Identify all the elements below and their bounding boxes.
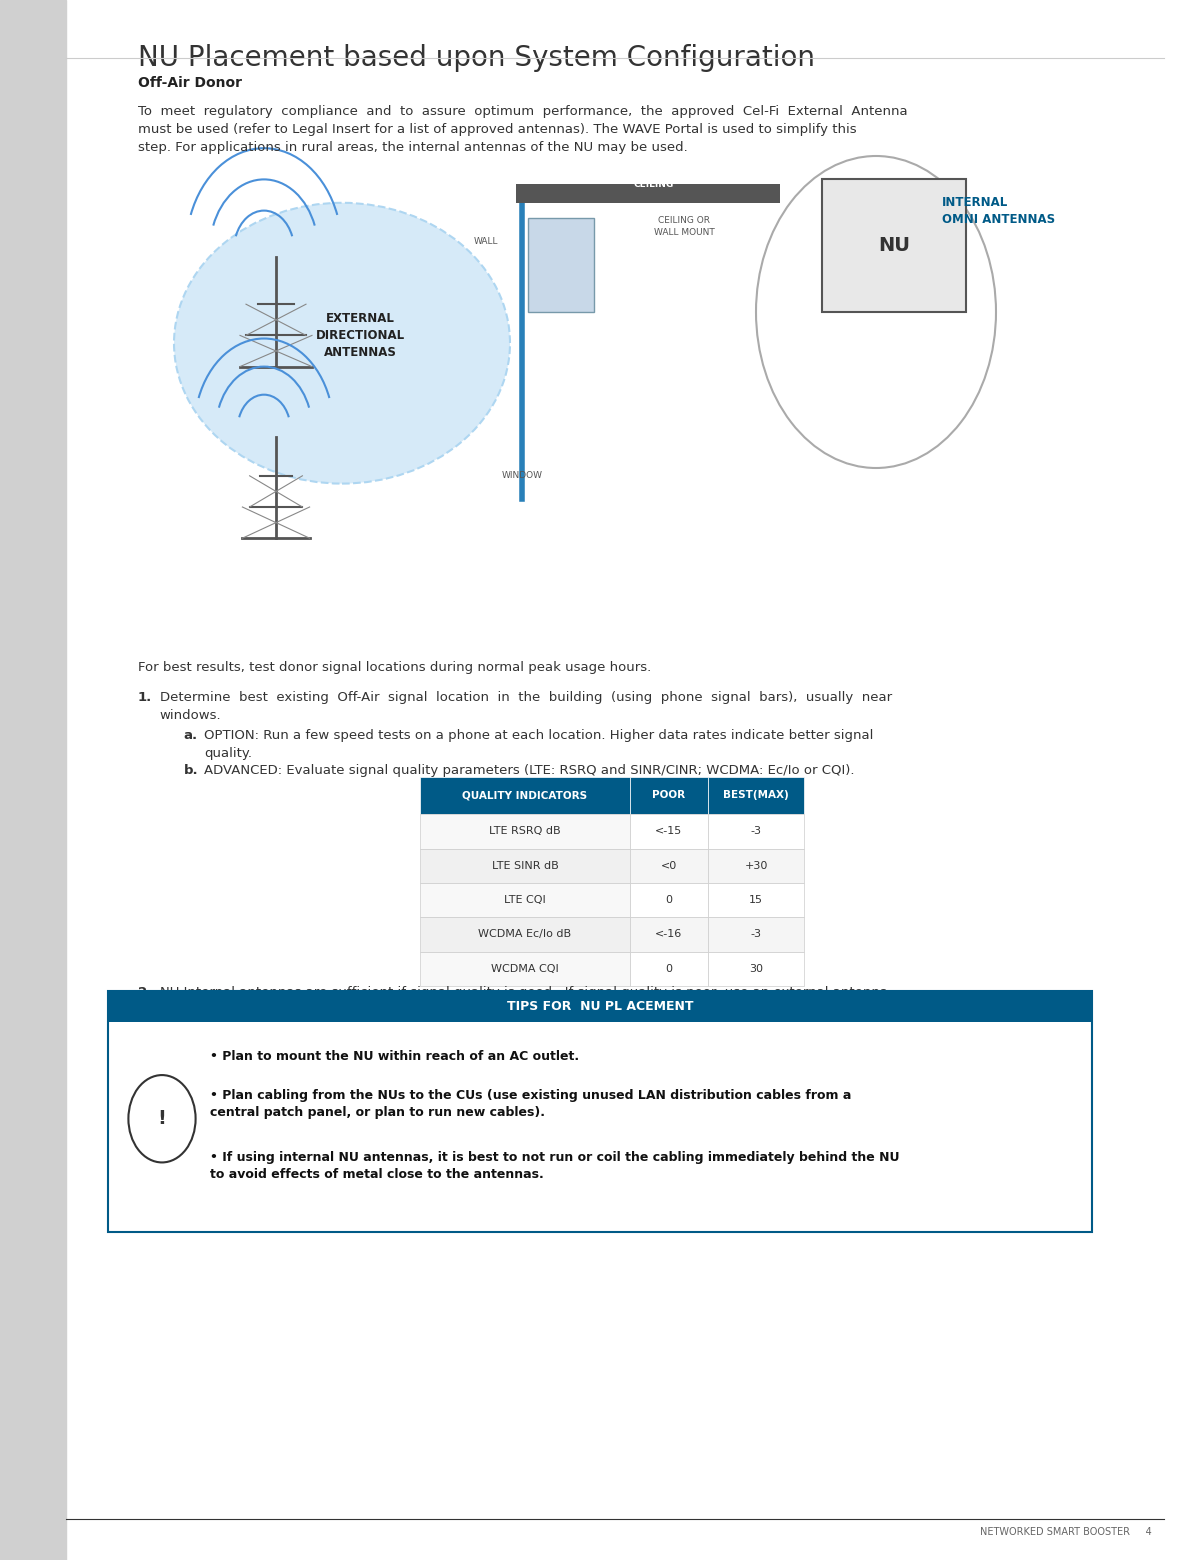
Text: WCDMA CQI: WCDMA CQI: [491, 964, 559, 973]
Text: • Plan cabling from the NUs to the CUs (use existing unused LAN distribution cab: • Plan cabling from the NUs to the CUs (…: [210, 1089, 851, 1119]
Bar: [420, 849, 630, 883]
Circle shape: [128, 1075, 196, 1162]
Text: OPTION: Run a few speed tests on a phone at each location. Higher data rates ind: OPTION: Run a few speed tests on a phone…: [204, 729, 874, 760]
Text: !: !: [157, 1109, 167, 1128]
Text: 15: 15: [749, 895, 763, 905]
Bar: [708, 952, 804, 986]
Text: CEILING OR
WALL MOUNT: CEILING OR WALL MOUNT: [654, 215, 714, 237]
Text: -3: -3: [750, 930, 762, 939]
Text: BEST(MAX): BEST(MAX): [724, 791, 788, 800]
Bar: [708, 849, 804, 883]
Bar: [108, 991, 1092, 1232]
Bar: [420, 952, 630, 986]
Text: LTE CQI: LTE CQI: [504, 895, 546, 905]
Bar: [420, 883, 630, 917]
Bar: [708, 917, 804, 952]
Text: -3: -3: [750, 827, 762, 836]
Bar: [630, 814, 708, 849]
Text: Determine  best  existing  Off-Air  signal  location  in  the  building  (using : Determine best existing Off-Air signal l…: [160, 691, 892, 722]
Text: <-15: <-15: [655, 827, 683, 836]
Bar: [630, 952, 708, 986]
Bar: [630, 777, 708, 814]
Bar: [108, 991, 1092, 1022]
Text: WINDOW: WINDOW: [502, 471, 542, 480]
Bar: [630, 849, 708, 883]
Bar: [708, 814, 804, 849]
Text: • Plan to mount the NU within reach of an AC outlet.: • Plan to mount the NU within reach of a…: [210, 1050, 580, 1062]
Text: +30: +30: [744, 861, 768, 870]
Text: NU: NU: [878, 236, 910, 256]
Text: To  meet  regulatory  compliance  and  to  assure  optimum  performance,  the  a: To meet regulatory compliance and to ass…: [138, 105, 907, 153]
Text: ADVANCED: Evaluate signal quality parameters (LTE: RSRQ and SINR/CINR; WCDMA: Ec: ADVANCED: Evaluate signal quality parame…: [204, 764, 854, 777]
Bar: [708, 883, 804, 917]
Text: QUALITY INDICATORS: QUALITY INDICATORS: [462, 791, 588, 800]
Text: INTERNAL
OMNI ANTENNAS: INTERNAL OMNI ANTENNAS: [942, 195, 1055, 226]
Text: EXTERNAL
DIRECTIONAL
ANTENNAS: EXTERNAL DIRECTIONAL ANTENNAS: [316, 312, 404, 359]
Bar: [0, 0, 66, 1560]
Text: WCDMA Ec/Io dB: WCDMA Ec/Io dB: [479, 930, 571, 939]
Text: a.: a.: [184, 729, 198, 741]
Bar: [708, 777, 804, 814]
Text: For best results, test donor signal locations during normal peak usage hours.: For best results, test donor signal loca…: [138, 661, 652, 674]
Text: NU Internal antennas are sufficient if signal quality is good.  If signal qualit: NU Internal antennas are sufficient if s…: [160, 986, 892, 998]
Text: 0: 0: [666, 895, 672, 905]
Text: <-16: <-16: [655, 930, 683, 939]
Text: LTE RSRQ dB: LTE RSRQ dB: [490, 827, 560, 836]
Text: NOTE: The approved external antenna supplied by Nextivity is intended for indoor: NOTE: The approved external antenna supp…: [160, 1019, 898, 1067]
Text: <0: <0: [661, 861, 677, 870]
Text: • If using internal NU antennas, it is best to not run or coil the cabling immed: • If using internal NU antennas, it is b…: [210, 1151, 900, 1181]
Text: NU Placement based upon System Configuration: NU Placement based upon System Configura…: [138, 44, 815, 72]
Bar: [822, 179, 966, 312]
Text: NETWORKED SMART BOOSTER     4: NETWORKED SMART BOOSTER 4: [980, 1527, 1152, 1537]
Text: CEILING: CEILING: [634, 179, 674, 189]
Text: 3.: 3.: [138, 1019, 152, 1031]
Text: 0: 0: [666, 964, 672, 973]
Bar: [630, 883, 708, 917]
Text: LTE SINR dB: LTE SINR dB: [492, 861, 558, 870]
Bar: [528, 218, 594, 312]
Text: WALL: WALL: [474, 237, 498, 246]
Text: Off-Air Donor: Off-Air Donor: [138, 76, 242, 90]
Text: TIPS FOR  NU PL ACEMENT: TIPS FOR NU PL ACEMENT: [506, 1000, 694, 1012]
Bar: [516, 184, 780, 203]
Text: 2.: 2.: [138, 986, 152, 998]
Bar: [420, 814, 630, 849]
Ellipse shape: [174, 203, 510, 484]
Bar: [420, 917, 630, 952]
Bar: [420, 777, 630, 814]
Text: 1.: 1.: [138, 691, 152, 704]
Text: 30: 30: [749, 964, 763, 973]
Bar: [630, 917, 708, 952]
Text: POOR: POOR: [653, 791, 685, 800]
Text: b.: b.: [184, 764, 198, 777]
